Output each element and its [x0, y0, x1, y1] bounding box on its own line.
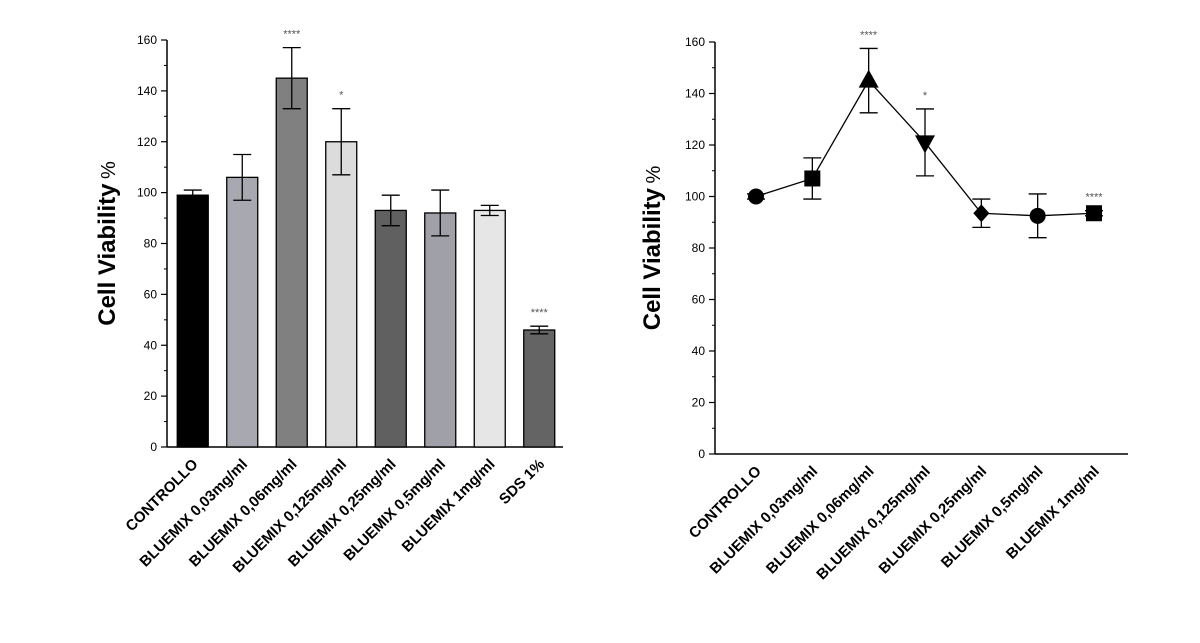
bar: [275, 77, 308, 448]
y-tick-label: 0: [150, 440, 157, 454]
y-tick-label: 120: [685, 138, 705, 152]
category-label: BLUEMIX 1mg/ml: [399, 456, 499, 556]
data-point: [1029, 207, 1046, 224]
y-tick-label: 60: [692, 293, 706, 307]
bar: [473, 209, 506, 448]
y-tick-label: 100: [137, 186, 157, 200]
data-point: [804, 170, 821, 187]
bar: [374, 209, 407, 448]
y-tick-label: 160: [685, 35, 705, 49]
y-tick-label: 100: [685, 190, 705, 204]
y-tick-label: 140: [685, 87, 705, 101]
y-tick-label: 0: [698, 447, 705, 461]
significance-label: ****: [283, 29, 301, 41]
data-point: [915, 135, 935, 154]
y-axis-unit: %: [98, 161, 120, 179]
y-tick-label: 160: [137, 33, 157, 47]
y-axis-label: Cell Viability %: [639, 166, 666, 331]
significance-label: *: [923, 90, 928, 102]
y-axis-label: Cell Viability %: [94, 161, 121, 326]
category-label: BLUEMIX 0,5mg/ml: [938, 463, 1047, 572]
significance-label: *: [339, 90, 344, 102]
data-point: [1086, 205, 1102, 222]
significance-label: ****: [531, 307, 549, 319]
category-label: BLUEMIX 0,125mg/ml: [813, 463, 933, 583]
y-tick-label: 120: [137, 135, 157, 149]
category-label: SDS 1%: [496, 456, 548, 508]
bar: [523, 329, 556, 448]
y-tick-label: 20: [692, 396, 706, 410]
y-tick-label: 20: [144, 389, 158, 403]
category-label: BLUEMIX 1mg/ml: [1003, 463, 1103, 563]
category-label: BLUEMIX 0,03mg/ml: [707, 463, 822, 578]
y-axis-title: Cell Viability: [639, 187, 666, 330]
category-label: BLUEMIX 0,25mg/ml: [876, 463, 991, 578]
data-point: [748, 188, 764, 205]
y-tick-label: 40: [144, 338, 158, 352]
bar: [176, 194, 209, 448]
data-point: [858, 69, 879, 88]
significance-label: ****: [1085, 192, 1103, 204]
y-tick-label: 60: [144, 287, 158, 301]
bar: [226, 176, 259, 448]
data-point: [973, 204, 990, 223]
y-tick-label: 40: [692, 344, 706, 358]
y-tick-label: 80: [144, 237, 158, 251]
y-tick-label: 140: [137, 84, 157, 98]
y-axis-unit: %: [643, 166, 665, 184]
y-axis-title: Cell Viability: [94, 183, 121, 326]
bar: [325, 141, 358, 448]
bar: [424, 212, 457, 448]
category-label: BLUEMIX 0,06mg/ml: [763, 463, 878, 578]
y-tick-label: 80: [692, 241, 706, 255]
significance-label: ****: [860, 29, 878, 41]
